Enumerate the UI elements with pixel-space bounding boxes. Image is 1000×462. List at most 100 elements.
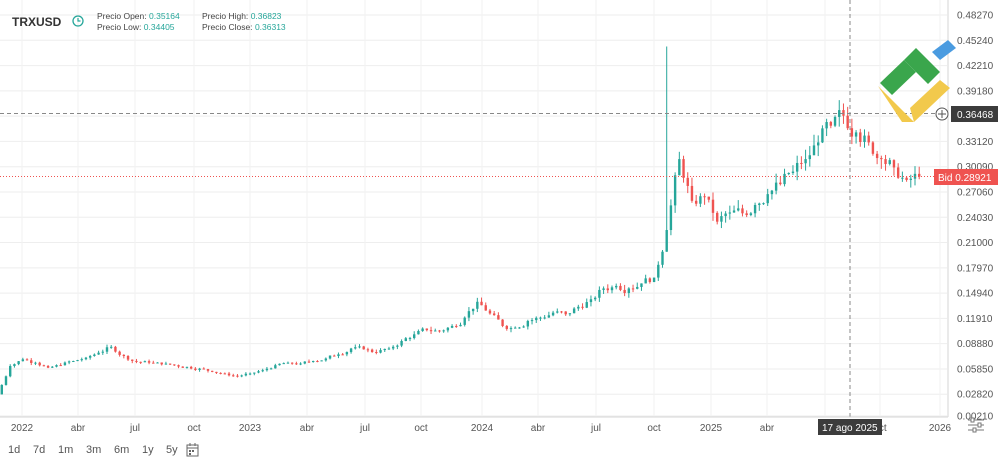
candle-body (812, 145, 816, 156)
candle-body (522, 326, 525, 328)
candle-body (623, 289, 626, 294)
candle-body (88, 356, 92, 358)
price-tick-label: 0.05850 (957, 364, 994, 375)
candle-body (901, 177, 904, 179)
range-button-1y[interactable]: 1y (142, 444, 154, 456)
candle-body (753, 204, 757, 214)
candle-body (84, 357, 88, 360)
candle-body (97, 352, 100, 355)
candle-body (648, 278, 652, 283)
candle-body (875, 153, 879, 159)
calendar-icon[interactable] (186, 443, 199, 462)
candle-body (152, 362, 155, 364)
candle-body (345, 352, 349, 355)
candle-body (387, 348, 391, 350)
settings-sliders-icon[interactable] (966, 417, 986, 438)
candle-body (859, 132, 862, 143)
candle-body (118, 351, 121, 355)
candle-body (572, 308, 576, 314)
range-button-1m[interactable]: 1m (58, 444, 74, 456)
candle-body (863, 135, 866, 143)
candle-body (652, 277, 656, 283)
candle-body (829, 122, 833, 126)
candle-body (581, 306, 584, 308)
candle-body (156, 362, 159, 364)
candle-body (72, 361, 75, 363)
crosshair-date-tag: 17 ago 2025 (818, 419, 882, 435)
price-tick-label: 0.00210 (957, 412, 994, 423)
candle-body (101, 351, 104, 353)
price-tick-label: 0.27060 (957, 187, 994, 198)
candles-layer (0, 46, 921, 395)
candle-body (585, 302, 588, 308)
candle-body (678, 159, 681, 176)
candle-body (707, 196, 710, 200)
candle-body (497, 315, 500, 320)
candle-body (354, 347, 357, 349)
range-button-1d[interactable]: 1d (8, 444, 21, 456)
candle-body (833, 116, 837, 126)
bid-tag: Bid 0.28921 (934, 169, 998, 185)
candle-body (619, 285, 622, 290)
candle-body (661, 251, 664, 265)
clock-icon[interactable] (72, 14, 84, 32)
candle-body (421, 328, 424, 332)
candle-body (110, 346, 113, 348)
candle-body (105, 347, 109, 352)
candle-body (232, 375, 235, 377)
range-button-5y[interactable]: 5y (166, 444, 178, 456)
candle-body (737, 208, 740, 211)
time-tick-label: jul (359, 423, 370, 434)
candle-body (290, 362, 294, 364)
candle-body (551, 312, 555, 316)
stat-low-value: 0.34405 (143, 22, 175, 32)
time-tick-label: abr (71, 423, 86, 434)
candle-body (821, 128, 824, 143)
candle-body (248, 373, 252, 375)
candle-body (147, 361, 151, 363)
candle-body (480, 301, 483, 306)
candle-body (539, 317, 542, 319)
candle-body (51, 366, 54, 368)
candle-body (509, 328, 513, 330)
candle-body (324, 358, 328, 361)
price-tick-label: 0.17970 (957, 263, 994, 274)
candle-body (168, 363, 172, 365)
crosshair-date-label: 17 ago 2025 (822, 423, 878, 434)
range-button-6m[interactable]: 6m (114, 444, 130, 456)
brand-logo-icon (870, 38, 960, 133)
candle-body (21, 359, 25, 362)
candle-body (770, 190, 774, 195)
stat-open: Precio Open: 0.35164 (97, 11, 180, 21)
candle-body (215, 371, 218, 373)
candle-body (122, 354, 126, 357)
candle-body (471, 308, 475, 312)
range-button-3m[interactable]: 3m (86, 444, 102, 456)
candle-body (817, 142, 820, 146)
candle-body (320, 360, 323, 362)
candle-body (160, 362, 163, 365)
candle-body (703, 196, 706, 198)
candle-body (846, 115, 849, 129)
candle-body (442, 330, 445, 332)
stat-open-value: 0.35164 (149, 11, 180, 21)
time-tick-label: oct (187, 423, 201, 434)
candle-body (598, 289, 601, 298)
candle-body (745, 213, 748, 216)
candle-body (286, 362, 290, 364)
candle-body (244, 373, 248, 376)
price-axis: 0.482700.452400.422100.391800.361500.331… (957, 11, 994, 423)
candle-body (312, 361, 315, 363)
price-tick-label: 0.11910 (957, 314, 993, 325)
candle-body (274, 365, 277, 369)
price-tick-label: 0.39180 (957, 86, 994, 97)
time-tick-label: oct (414, 423, 428, 434)
candle-body (564, 311, 567, 315)
candle-body (173, 364, 176, 366)
candle-body (4, 376, 8, 385)
time-tick-label: abr (300, 423, 315, 434)
range-button-7d[interactable]: 7d (33, 444, 46, 456)
price-tick-label: 0.24030 (957, 213, 994, 224)
candle-body (375, 351, 378, 353)
